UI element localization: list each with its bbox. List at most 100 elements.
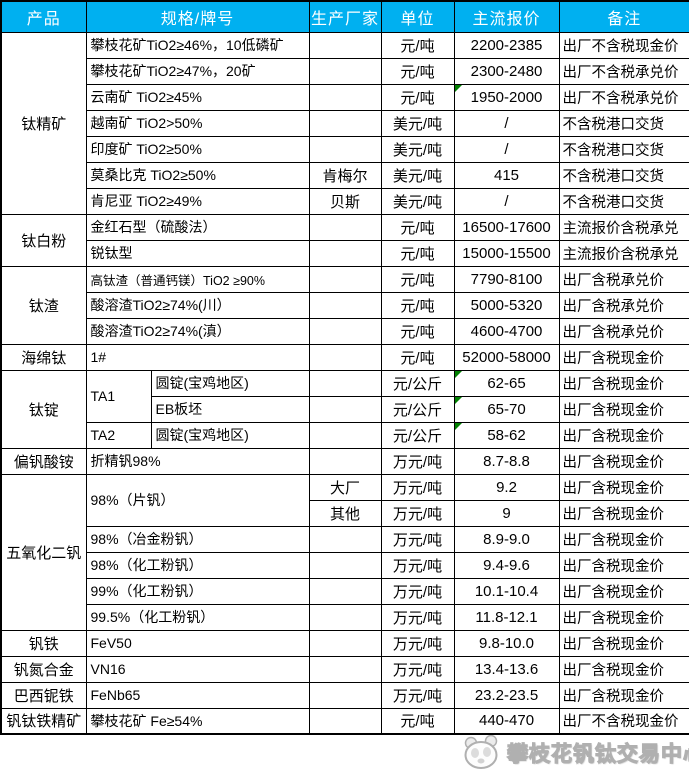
table-row: 98%（冶金粉钒） 万元/吨 8.9-9.0 出厂含税现金价 — [1, 525, 689, 553]
cell-spec: 酸溶渣TiO2≥74%(滇） — [85, 317, 310, 345]
cell-maker — [308, 681, 382, 709]
table-row: 巴西铌铁 FeNb65 万元/吨 23.2-23.5 出厂含税现金价 — [0, 681, 689, 709]
cell-spec: 云南矿 TiO2≥45% — [85, 83, 310, 111]
cell-maker — [308, 655, 382, 683]
cell-spec: 98%（化工粉钒） — [85, 551, 310, 579]
cell-price: 16500-17600 — [453, 213, 560, 241]
cell-spec: 1# — [85, 343, 310, 371]
column-header: 备注 — [558, 0, 689, 33]
cell-product: 钒铁 — [0, 629, 87, 657]
cell-note: 出厂不含税承兑价 — [558, 57, 689, 85]
cell-unit: 万元/吨 — [380, 629, 455, 657]
cell-spec: FeV50 — [85, 629, 310, 657]
cell-unit: 元/吨 — [380, 83, 455, 111]
cell-note: 出厂含税现金价 — [558, 577, 689, 605]
cell-price: 65-70 — [453, 395, 560, 423]
watermark: 攀枝花钒钛交易中心 — [460, 735, 689, 771]
table-row: 肯尼亚 TiO2≥49% 贝斯 美元/吨 / 不含税港口交货 — [1, 187, 689, 215]
cell-note: 出厂含税现金价 — [558, 629, 689, 657]
cell-price: 5000-5320 — [453, 291, 560, 319]
cell-maker: 大厂 — [308, 473, 382, 501]
cell-note: 不含税港口交货 — [558, 187, 689, 215]
cell-spec: 98%（片钒） — [85, 473, 310, 527]
cell-note: 出厂含税现金价 — [558, 421, 689, 449]
cell-product: 五氧化二钒 — [0, 473, 87, 631]
cell-note: 出厂含税现金价 — [558, 499, 689, 527]
cell-unit: 万元/吨 — [380, 577, 455, 605]
cell-note: 主流报价含税承兑 — [558, 213, 689, 241]
cell-product: 钛渣 — [0, 265, 87, 345]
cell-spec: 越南矿 TiO2>50% — [85, 109, 310, 137]
cell-price: 52000-58000 — [453, 343, 560, 371]
table-row: 攀枝花矿TiO2≥47%，20矿 元/吨 2300-2480 出厂不含税承兑价 — [1, 57, 689, 85]
cell-maker — [308, 239, 382, 267]
cell-unit: 元/公斤 — [380, 421, 455, 449]
cell-price: 1950-2000 — [453, 83, 560, 111]
cell-unit: 元/吨 — [380, 707, 455, 735]
table-row: 其他 万元/吨 9 出厂含税现金价 — [1, 499, 689, 527]
table-row: 偏钒酸铵 折精钒98% 万元/吨 8.7-8.8 出厂含税现金价 — [0, 447, 689, 475]
table-row: 印度矿 TiO2≥50% 美元/吨 / 不含税港口交货 — [1, 135, 689, 163]
column-header: 规格/牌号 — [85, 0, 310, 33]
table-row: 酸溶渣TiO2≥74%(滇） 元/吨 4600-4700 出厂含税承兑价 — [1, 317, 689, 345]
cell-spec: 折精钒98% — [85, 447, 310, 475]
cell-note: 出厂含税现金价 — [558, 447, 689, 475]
table-row: 钛精矿 攀枝花矿TiO2≥46%，10低磷矿 元/吨 2200-2385 出厂不含税现金… — [0, 31, 689, 215]
cell-unit: 万元/吨 — [380, 447, 455, 475]
table-row: 酸溶渣TiO2≥74%(川） 元/吨 5000-5320 出厂含税承兑价 — [1, 291, 689, 319]
cell-unit: 元/吨 — [380, 265, 455, 293]
column-header: 单位 — [380, 0, 455, 33]
table-row: 钒钛铁精矿 攀枝花矿 Fe≥54% 元/吨 440-470 出厂不含税现金价 — [0, 707, 689, 735]
cell-maker — [308, 291, 382, 319]
table-row: TA2 圆锭(宝鸡地区) 元/公斤 58-62 出厂含税现金价 — [1, 421, 689, 449]
cell-price: 58-62 — [453, 421, 560, 449]
cell-spec: 印度矿 TiO2≥50% — [85, 135, 310, 163]
cell-unit: 万元/吨 — [380, 525, 455, 553]
cell-maker — [308, 57, 382, 85]
cell-note: 出厂含税现金价 — [558, 681, 689, 709]
cell-maker — [308, 265, 382, 293]
watermark-text: 攀枝花钒钛交易中心 — [506, 742, 689, 766]
cell-note: 出厂含税承兑价 — [558, 265, 689, 293]
cell-spec: 肯尼亚 TiO2≥49% — [85, 187, 310, 215]
cell-maker — [308, 135, 382, 163]
cell-spec: 锐钛型 — [85, 239, 310, 267]
cell-price: 2300-2480 — [453, 57, 560, 85]
cell-product: 钒钛铁精矿 — [0, 707, 87, 735]
cell-maker — [308, 551, 382, 579]
cell-note: 出厂含税现金价 — [558, 655, 689, 683]
cell-maker: 肯梅尔 — [308, 161, 382, 189]
cell-price: 440-470 — [453, 707, 560, 735]
cell-maker — [308, 447, 382, 475]
cell-price: / — [453, 109, 560, 137]
table-row: 钒铁 FeV50 万元/吨 9.8-10.0 出厂含税现金价 — [0, 629, 689, 657]
table-row: 越南矿 TiO2>50% 美元/吨 / 不含税港口交货 — [1, 109, 689, 137]
cell-note: 出厂含税现金价 — [558, 473, 689, 501]
cell-maker — [308, 213, 382, 241]
cell-spec: VN16 — [85, 655, 310, 683]
cell-note: 出厂含税现金价 — [558, 551, 689, 579]
price-table: 产品 规格/牌号 生产厂家 单位 主流报价 备注 钛精矿 攀枝花矿TiO2≥46%，10低磷… — [0, 0, 689, 735]
table-row: 钛白粉 金红石型（硫酸法） 元/吨 16500-17600 主流报价含税承兑 — [0, 213, 689, 267]
table-row: 钛锭 TA1 圆锭(宝鸡地区) 元/公斤 62-65 出厂含税现金价 — [0, 369, 689, 449]
cell-note: 不含税港口交货 — [558, 161, 689, 189]
cell-maker — [308, 369, 382, 397]
cell-unit: 万元/吨 — [380, 473, 455, 501]
cell-price: / — [453, 135, 560, 163]
cell-price: 8.9-9.0 — [453, 525, 560, 553]
cell-maker — [308, 31, 382, 59]
cell-maker — [308, 109, 382, 137]
cell-maker: 贝斯 — [308, 187, 382, 215]
cell-price: 11.8-12.1 — [453, 603, 560, 631]
cell-unit: 元/吨 — [380, 57, 455, 85]
cell-maker — [308, 629, 382, 657]
cell-product: 钛精矿 — [0, 31, 87, 215]
cell-price: 9 — [453, 499, 560, 527]
cell-price: 2200-2385 — [453, 31, 560, 59]
cell-spec: 圆锭(宝鸡地区) — [150, 369, 310, 397]
cell-maker — [308, 603, 382, 631]
cell-maker: 其他 — [308, 499, 382, 527]
cell-note: 出厂含税承兑价 — [558, 317, 689, 345]
cell-unit: 元/吨 — [380, 213, 455, 241]
price-table-header-row: 产品 规格/牌号 生产厂家 单位 主流报价 备注 — [0, 0, 689, 33]
